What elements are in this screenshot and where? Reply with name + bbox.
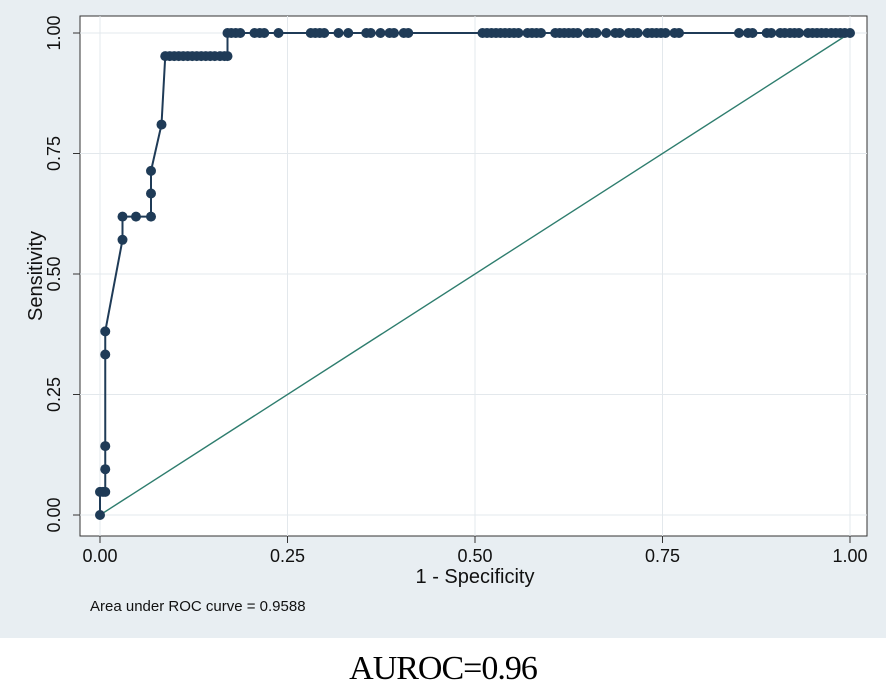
y-tick-label: 0.50 <box>44 256 64 291</box>
y-tick-label: 1.00 <box>44 15 64 50</box>
roc-point <box>100 349 111 360</box>
roc-point <box>674 28 684 38</box>
roc-point <box>319 28 330 38</box>
caption: AUROC=0.96 <box>349 650 538 687</box>
roc-point <box>100 464 111 475</box>
y-axis-label: Sensitivity <box>25 231 47 321</box>
plot-area <box>79 15 868 537</box>
roc-point <box>766 28 777 38</box>
roc-point <box>403 28 414 38</box>
x-tick-label: 0.25 <box>270 546 305 566</box>
roc-point <box>365 28 376 38</box>
roc-point <box>259 28 270 38</box>
auc-note: Area under ROC curve = 0.9588 <box>90 598 306 615</box>
roc-point <box>235 28 246 38</box>
roc-point <box>100 441 111 452</box>
roc-curve-layer <box>95 28 855 520</box>
roc-chart: 0.00 0.25 0.50 0.75 1.00 0.00 0.25 0.50 0.75 1.00… <box>25 15 868 615</box>
roc-point <box>100 486 111 497</box>
x-tick-label: 0.75 <box>645 546 680 566</box>
roc-point <box>536 28 546 38</box>
roc-point <box>591 28 602 38</box>
roc-point <box>131 211 141 222</box>
roc-point <box>845 28 855 38</box>
roc-point <box>156 119 167 130</box>
roc-point <box>117 234 128 245</box>
reference-line-layer <box>99 32 851 516</box>
x-axis-label: 1 - Specificity <box>416 566 535 588</box>
y-tick-label: 0.25 <box>44 377 64 412</box>
roc-point <box>117 211 128 222</box>
roc-point <box>389 28 399 38</box>
roc-point <box>100 326 111 337</box>
roc-point <box>734 28 744 38</box>
roc-point <box>794 28 804 38</box>
roc-point <box>333 28 344 38</box>
x-tick-label: 0.50 <box>457 546 492 566</box>
chart-figure: 0.00 0.25 0.50 0.75 1.00 0.00 0.25 0.50 0.75 1.00… <box>0 0 886 638</box>
reference-line <box>99 32 851 516</box>
roc-point <box>632 28 643 38</box>
y-tick-label: 0.00 <box>44 497 64 532</box>
roc-point <box>222 51 233 62</box>
roc-point <box>375 28 386 38</box>
x-tick-label: 1.00 <box>832 546 867 566</box>
roc-point <box>572 28 583 38</box>
roc-point <box>660 28 671 38</box>
roc-point <box>513 28 524 38</box>
x-tick-label: 0.00 <box>82 546 117 566</box>
roc-point <box>273 28 284 38</box>
roc-point <box>95 510 105 520</box>
roc-point <box>146 211 156 222</box>
y-tick-label: 0.75 <box>44 136 64 171</box>
roc-point <box>343 28 354 38</box>
roc-point <box>747 28 758 38</box>
roc-point <box>146 188 156 199</box>
roc-point <box>614 28 625 38</box>
roc-point <box>146 165 156 176</box>
axes: 0.00 0.25 0.50 0.75 1.00 0.00 0.25 0.50 0.75 1.00 <box>44 15 868 566</box>
roc-point <box>601 28 612 38</box>
